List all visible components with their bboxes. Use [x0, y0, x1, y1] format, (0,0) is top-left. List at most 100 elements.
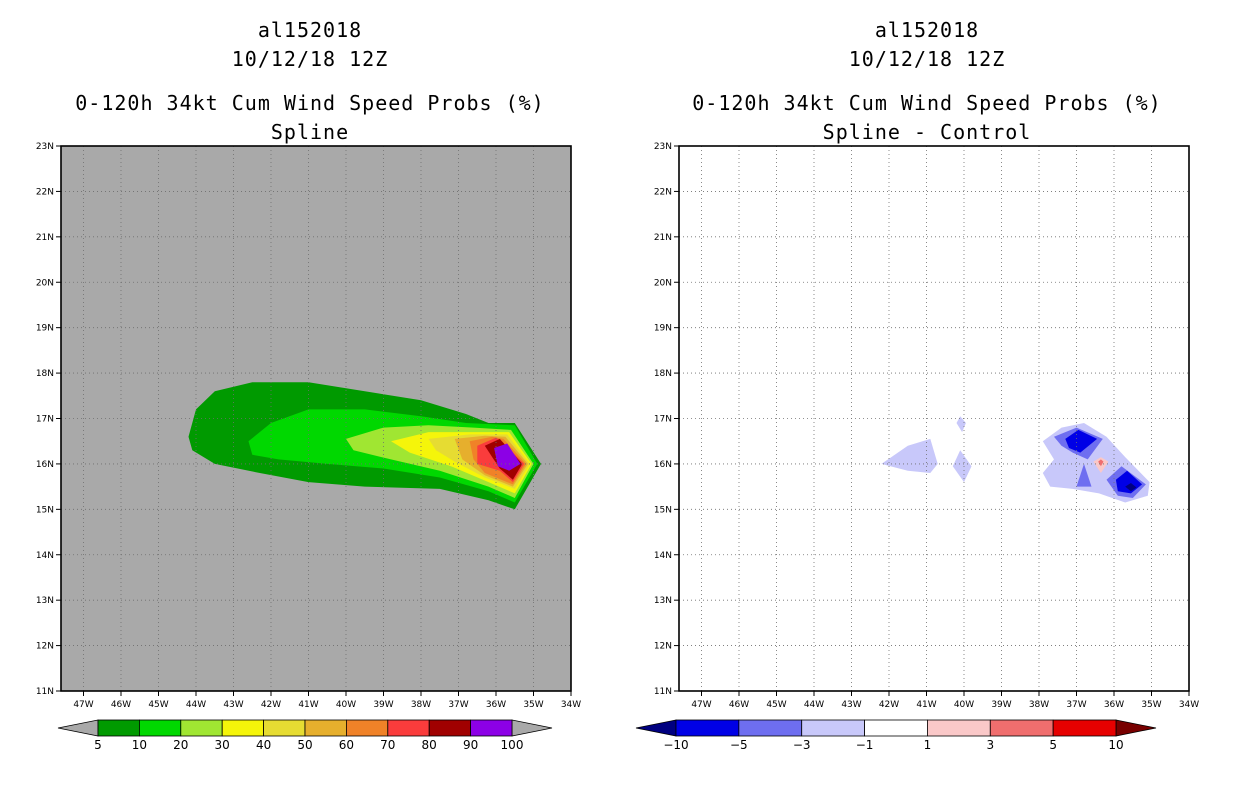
y-tick-label: 21N	[654, 233, 672, 243]
colorbar-label: 5	[94, 738, 102, 752]
y-tick-label: 23N	[36, 142, 54, 152]
colorbar-label: −3	[793, 738, 811, 752]
left-storm-id: al152018	[257, 18, 363, 42]
x-tick-label: 38W	[411, 700, 431, 710]
right-init-time: 10/12/18 12Z	[848, 47, 1006, 71]
colorbar-low-arrow	[635, 719, 677, 737]
contour-level-neg5-7	[1065, 429, 1098, 453]
probability-map-spline: 47W 46W 45W 44W 43W 42W 41W 40W 39W 38W 37W 36W 35W 3…	[36, 142, 581, 752]
y-tick-label: 11N	[654, 687, 672, 697]
x-tick-label: 34W	[1179, 700, 1199, 710]
colorbar-swatch	[801, 719, 865, 737]
colorbar-swatch	[470, 719, 513, 737]
y-tick-label: 21N	[36, 233, 54, 243]
x-tick-label: 44W	[186, 700, 206, 710]
right-product-title: 0-120h 34kt Cum Wind Speed Probs (%)	[692, 91, 1162, 115]
contour-level-neg1-0	[881, 438, 938, 473]
x-tick-label: 43W	[841, 700, 861, 710]
y-tick-label: 20N	[654, 278, 672, 288]
y-tick-label: 15N	[36, 505, 54, 515]
colorbar-swatch	[304, 719, 347, 737]
x-tick-label: 47W	[73, 700, 93, 710]
colorbar-label: 1	[924, 738, 932, 752]
colorbar-label: 50	[297, 738, 312, 752]
colorbar-label: 90	[463, 738, 478, 752]
contour-level-neg10-9	[1125, 483, 1137, 492]
x-tick-label: 46W	[729, 700, 749, 710]
x-tick-label: 42W	[879, 700, 899, 710]
colorbar-label: 5	[1049, 738, 1057, 752]
y-tick-label: 16N	[654, 460, 672, 470]
colorbar-swatch	[864, 719, 928, 737]
colorbar-label: 40	[256, 738, 271, 752]
x-tick-label: 46W	[111, 700, 131, 710]
colorbar-swatch	[738, 719, 803, 737]
x-tick-label: 40W	[954, 700, 974, 710]
right-subtitle: Spline - Control	[822, 120, 1032, 144]
x-tick-label: 40W	[336, 700, 356, 710]
colorbar-swatch	[345, 719, 389, 737]
x-tick-label: 37W	[1066, 700, 1086, 710]
y-tick-label: 16N	[36, 460, 54, 470]
left-subtitle: Spline	[270, 120, 350, 144]
x-tick-label: 43W	[223, 700, 243, 710]
x-tick-label: 41W	[298, 700, 318, 710]
x-tick-label: 36W	[1104, 700, 1124, 710]
x-tick-label: 45W	[148, 700, 168, 710]
y-tick-label: 14N	[36, 551, 54, 561]
y-tick-label: 13N	[36, 596, 54, 606]
colorbar-label: 3	[986, 738, 994, 752]
colorbar-high-arrow	[511, 719, 553, 737]
colorbar-swatch	[180, 719, 223, 737]
y-tick-label: 14N	[654, 551, 672, 561]
colorbar-swatch	[989, 719, 1054, 737]
y-tick-label: 12N	[654, 642, 672, 652]
contour-level-neg1-1	[952, 450, 972, 483]
colorbar-label: −5	[730, 738, 748, 752]
y-tick-label: 20N	[36, 278, 54, 288]
colorbar-swatch	[387, 719, 430, 737]
colorbar-label: 30	[215, 738, 230, 752]
y-tick-label: 19N	[654, 324, 672, 334]
x-tick-label: 45W	[766, 700, 786, 710]
x-tick-label: 38W	[1029, 700, 1049, 710]
y-tick-label: 18N	[36, 369, 54, 379]
x-tick-label: 35W	[1141, 700, 1161, 710]
x-tick-label: 37W	[448, 700, 468, 710]
colorbar-label: 60	[339, 738, 354, 752]
x-tick-label: 44W	[804, 700, 824, 710]
contour-level-3-11	[1098, 459, 1104, 467]
colorbar-label: 20	[173, 738, 188, 752]
y-tick-label: 11N	[36, 687, 54, 697]
colorbar-low-arrow	[57, 719, 99, 737]
colorbar-label: 80	[422, 738, 437, 752]
colorbar-label: −10	[663, 738, 688, 752]
y-tick-label: 22N	[36, 187, 54, 197]
y-tick-label: 19N	[36, 324, 54, 334]
colorbar-swatch	[221, 719, 264, 737]
colorbar-swatch	[927, 719, 991, 737]
y-tick-label: 23N	[654, 142, 672, 152]
colorbar-label: −1	[856, 738, 874, 752]
x-tick-label: 47W	[691, 700, 711, 710]
x-tick-label: 41W	[916, 700, 936, 710]
contour-level-neg3-6	[1076, 463, 1092, 487]
colorbar-swatch	[1052, 719, 1117, 737]
x-tick-label: 39W	[991, 700, 1011, 710]
y-tick-label: 17N	[654, 415, 672, 425]
x-tick-label: 42W	[261, 700, 281, 710]
colorbar-label: 100	[501, 738, 524, 752]
y-tick-label: 22N	[654, 187, 672, 197]
x-tick-label: 35W	[523, 700, 543, 710]
right-storm-id: al152018	[874, 18, 980, 42]
colorbar-swatch	[97, 719, 140, 737]
colorbar-swatch	[263, 719, 306, 737]
x-tick-label: 39W	[373, 700, 393, 710]
colorbar-high-arrow	[1115, 719, 1157, 737]
colorbar-swatch	[675, 719, 740, 737]
colorbar-swatch	[428, 719, 472, 737]
difference-map-spline-control: 47W 46W 45W 44W 43W 42W 41W 40W 39W 38W 37W 36W 35W 3…	[635, 142, 1199, 752]
left-product-title: 0-120h 34kt Cum Wind Speed Probs (%)	[75, 91, 545, 115]
colorbar-swatch	[138, 719, 182, 737]
y-tick-label: 15N	[654, 505, 672, 515]
